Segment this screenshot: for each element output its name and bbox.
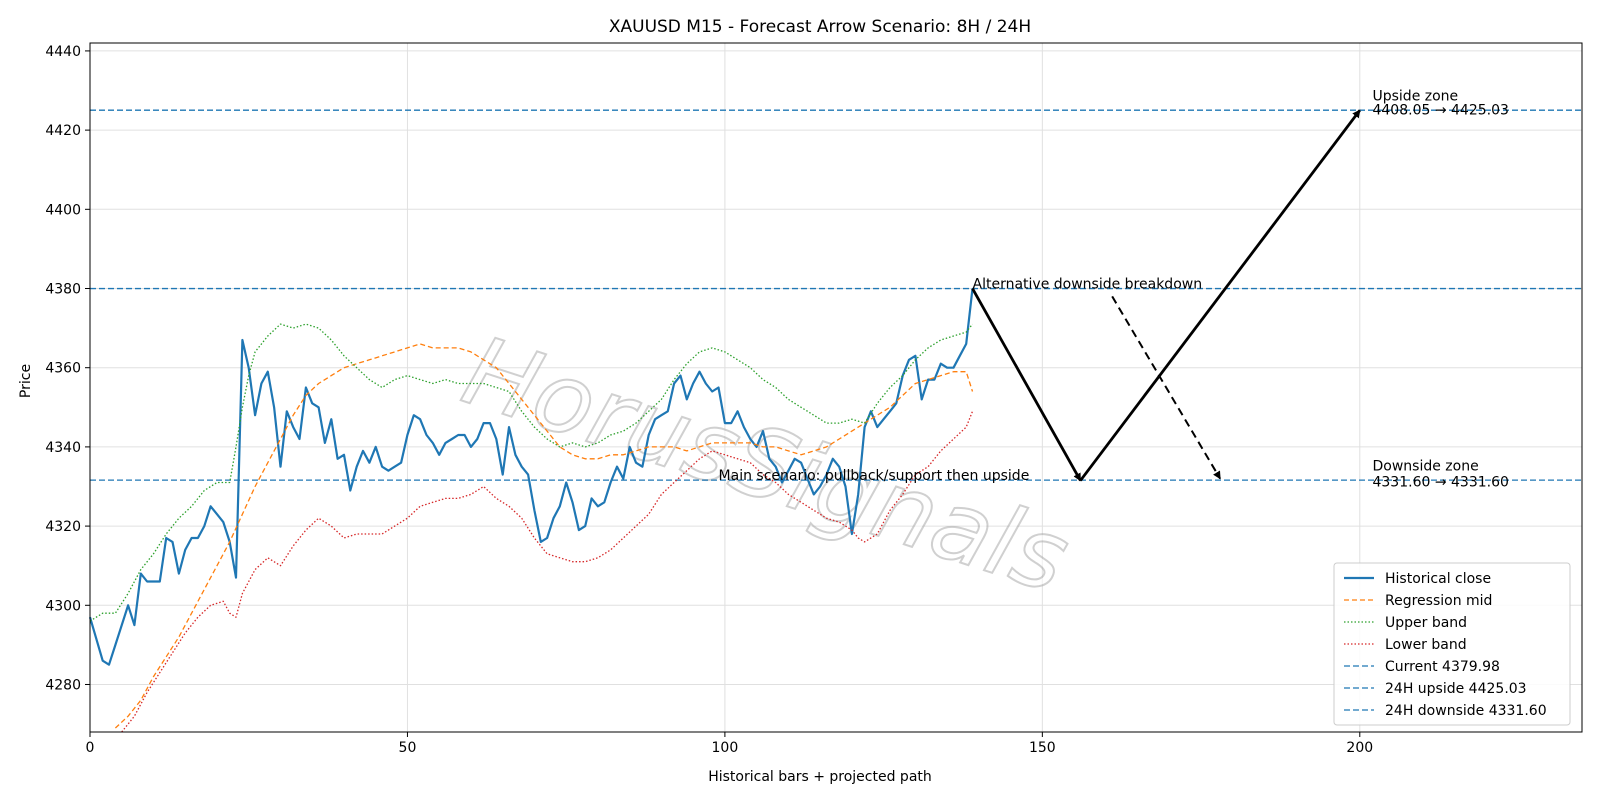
axes: 0 50 100 150 200 4280 4300 4320 4340 4360 4380 4400… (45, 42, 1583, 756)
series-line (89, 323, 974, 622)
watermark-text: HorusSignals (451, 315, 1081, 615)
legend-item: Lower band (1385, 637, 1467, 653)
x-tick-label: 150 (1029, 740, 1056, 756)
x-tick-label: 0 (86, 740, 95, 756)
legend-item: Regression mid (1385, 593, 1492, 609)
axes-frame (89, 42, 1583, 733)
series-line (114, 343, 974, 729)
watermark: HorusSignals (450, 314, 1082, 616)
legend-item: Upper band (1385, 615, 1467, 631)
series-line (121, 411, 974, 733)
series-line (88, 288, 974, 666)
annotation: Alternative downside breakdown (973, 277, 1203, 293)
y-tick-label: 4320 (45, 519, 81, 535)
y-tick-label: 4440 (45, 44, 81, 60)
legend-item: 24H downside 4331.60 (1385, 703, 1547, 719)
legend-item: 24H upside 4425.03 (1385, 681, 1527, 697)
y-tick-label: 4340 (45, 440, 81, 456)
x-tick-label: 200 (1346, 740, 1373, 756)
chart-title: XAUUSD M15 - Forecast Arrow Scenario: 8H… (609, 17, 1031, 37)
forecast-arrow (1111, 295, 1221, 480)
forecast-arrow (971, 287, 1082, 482)
annotation: Main scenario: pullback/support then ups… (719, 468, 1030, 484)
y-tick-label: 4280 (45, 677, 81, 693)
annotation: Upside zone (1372, 88, 1458, 104)
x-tick-label: 100 (712, 740, 739, 756)
y-tick-label: 4420 (45, 123, 81, 139)
legend: Historical close Regression mid Upper band… (1333, 562, 1571, 726)
y-tick-label: 4380 (45, 282, 81, 298)
y-tick-label: 4360 (45, 361, 81, 377)
annotation: Downside zone (1372, 459, 1478, 475)
y-axis-label: Price (18, 364, 34, 398)
y-tick-label: 4300 (45, 598, 81, 614)
plot-area: Alternative downside breakdown Main scena… (88, 88, 1582, 733)
legend-box (1333, 562, 1571, 726)
forecast-arrow (1079, 109, 1361, 482)
x-tick-label: 50 (399, 740, 417, 756)
annotation: 4408.05 → 4425.03 (1372, 102, 1508, 118)
y-tick-label: 4400 (45, 202, 81, 218)
legend-item: Current 4379.98 (1385, 659, 1500, 675)
legend-item: Historical close (1385, 571, 1491, 587)
annotation: 4331.60 → 4331.60 (1372, 474, 1508, 490)
x-axis-label: Historical bars + projected path (708, 769, 932, 785)
